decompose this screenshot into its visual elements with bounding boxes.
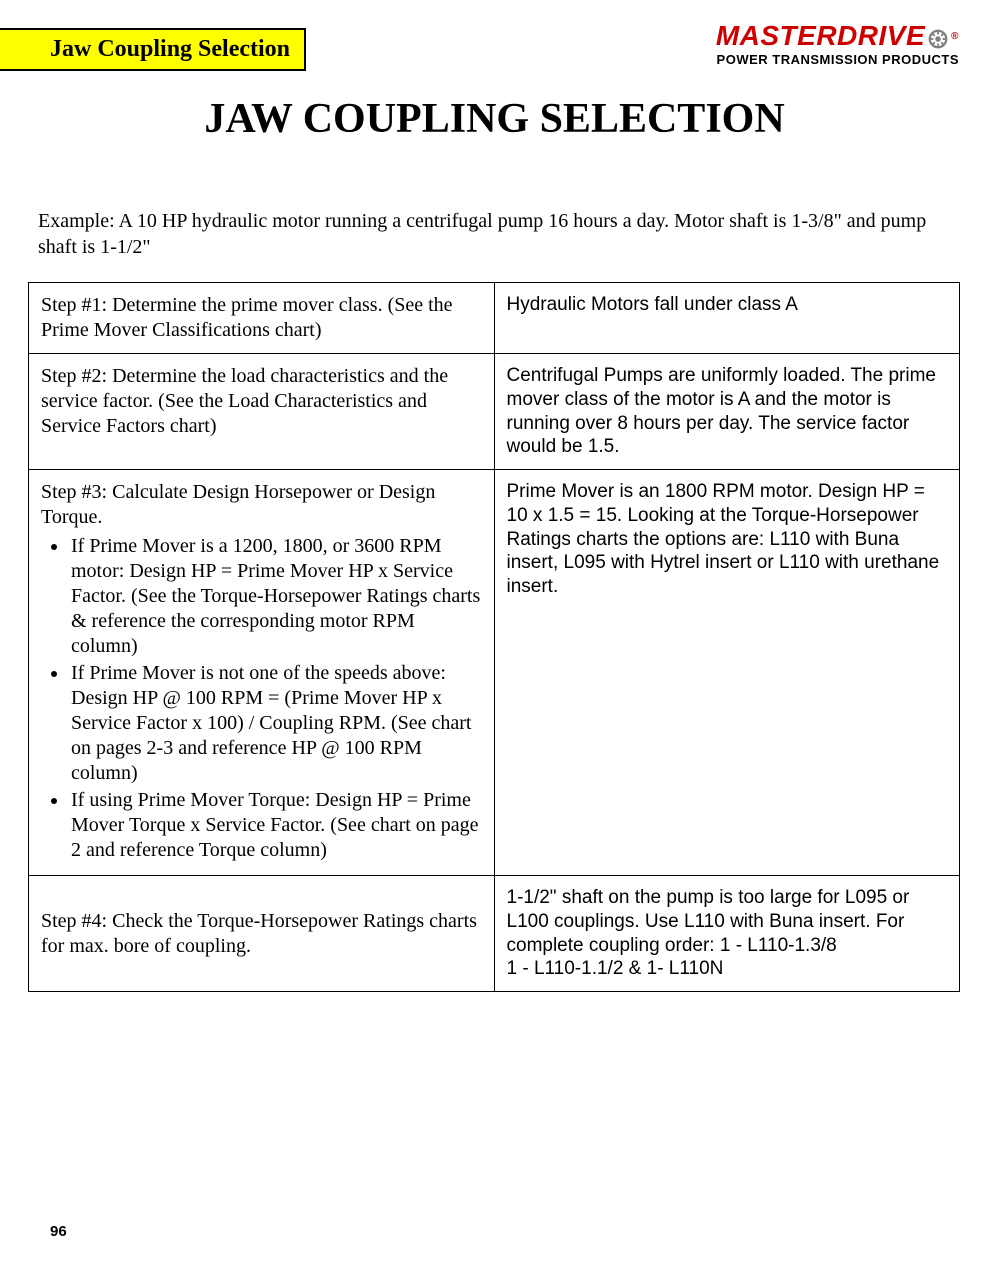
step-instruction: Step #1: Determine the prime mover class… — [29, 283, 495, 354]
step-result: 1-1/2" shaft on the pump is too large fo… — [494, 876, 960, 992]
step-instruction: Step #3: Calculate Design Horsepower or … — [29, 470, 495, 876]
step-result: Prime Mover is an 1800 RPM motor. Design… — [494, 470, 960, 876]
step-result: Centrifugal Pumps are uniformly loaded. … — [494, 354, 960, 470]
brand-name-row: MASTERDRIVE ® — [716, 20, 959, 52]
steps-table: Step #1: Determine the prime mover class… — [28, 282, 960, 992]
section-tab-label: Jaw Coupling Selection — [50, 36, 290, 62]
brand-tagline: POWER TRANSMISSION PRODUCTS — [716, 52, 959, 67]
brand-name: MASTERDRIVE — [716, 20, 925, 52]
step-instruction: Step #2: Determine the load characterist… — [29, 354, 495, 470]
step3-bullet: If Prime Mover is a 1200, 1800, or 3600 … — [69, 534, 482, 659]
page-title: JAW COUPLING SELECTION — [0, 95, 989, 143]
table-row: Step #4: Check the Torque-Horsepower Rat… — [29, 876, 960, 992]
step-instruction: Step #4: Check the Torque-Horsepower Rat… — [29, 876, 495, 992]
table-row: Step #3: Calculate Design Horsepower or … — [29, 470, 960, 876]
step-result: Hydraulic Motors fall under class A — [494, 283, 960, 354]
step3-intro: Step #3: Calculate Design Horsepower or … — [41, 480, 482, 530]
page-number: 96 — [50, 1223, 67, 1240]
registered-mark: ® — [951, 31, 959, 42]
table-row: Step #1: Determine the prime mover class… — [29, 283, 960, 354]
table-row: Step #2: Determine the load characterist… — [29, 354, 960, 470]
section-tab: Jaw Coupling Selection — [0, 28, 306, 71]
step3-bullet: If Prime Mover is not one of the speeds … — [69, 661, 482, 786]
brand-block: MASTERDRIVE ® POWER TRANSMISSION PRODUCT… — [716, 20, 959, 67]
step3-bullet-list: If Prime Mover is a 1200, 1800, or 3600 … — [69, 534, 482, 863]
step3-bullet: If using Prime Mover Torque: Design HP =… — [69, 788, 482, 863]
gear-icon — [927, 25, 949, 47]
example-paragraph: Example: A 10 HP hydraulic motor running… — [38, 208, 953, 260]
